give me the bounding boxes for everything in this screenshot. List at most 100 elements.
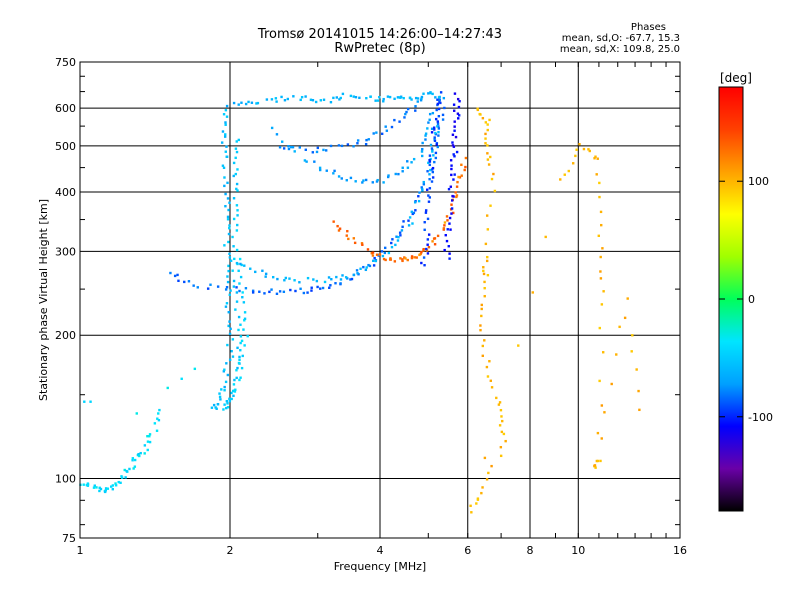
- echo-point: [596, 157, 599, 160]
- echo-point: [437, 96, 441, 99]
- echo-point: [420, 261, 423, 265]
- echo-point: [460, 163, 463, 167]
- echo-point: [312, 278, 315, 281]
- echo-point: [251, 289, 255, 293]
- echo-point: [420, 97, 423, 100]
- echo-point: [559, 178, 562, 181]
- echo-point: [322, 148, 325, 152]
- echo-point: [422, 183, 426, 186]
- echo-point: [637, 389, 640, 393]
- echo-point: [439, 91, 443, 94]
- echo-point: [372, 264, 376, 267]
- echo-point: [362, 265, 365, 269]
- echo-point: [600, 404, 604, 407]
- echo-point: [464, 156, 468, 160]
- echo-point: [384, 246, 387, 250]
- echo-point: [169, 271, 172, 275]
- echo-point: [575, 148, 578, 151]
- echo-point: [231, 389, 235, 393]
- echo-point: [146, 440, 150, 443]
- echo-point: [305, 160, 308, 163]
- echo-point: [367, 263, 370, 267]
- echo-point: [454, 191, 457, 194]
- echo-point: [226, 218, 230, 221]
- echo-point: [284, 276, 288, 280]
- echo-point: [235, 261, 239, 265]
- echo-point: [394, 243, 397, 247]
- echo-point: [388, 95, 392, 99]
- echo-point: [230, 397, 233, 401]
- echo-point: [353, 241, 357, 245]
- echo-point: [238, 355, 241, 359]
- echo-point: [341, 92, 345, 96]
- echo-point: [86, 484, 90, 487]
- echo-point: [407, 224, 411, 227]
- echo-point: [435, 143, 438, 146]
- echo-point: [599, 459, 602, 463]
- echo-point: [390, 125, 394, 129]
- echo-point: [231, 338, 235, 341]
- echo-point: [418, 191, 421, 194]
- echo-point: [430, 131, 434, 134]
- echo-point: [455, 194, 459, 197]
- echo-point: [241, 291, 244, 294]
- echo-point: [283, 279, 286, 282]
- echo-point: [517, 344, 520, 347]
- echo-point: [433, 237, 437, 240]
- echo-point: [419, 252, 422, 256]
- echo-point: [138, 454, 141, 458]
- echo-point: [602, 351, 605, 354]
- echo-point: [270, 98, 274, 101]
- echo-point: [455, 150, 459, 154]
- echo-point: [352, 145, 355, 148]
- echo-point: [234, 156, 237, 160]
- echo-point: [223, 403, 226, 406]
- echo-point: [433, 139, 437, 142]
- echo-point: [223, 135, 227, 138]
- echo-point: [630, 350, 633, 353]
- echo-point: [420, 186, 423, 189]
- echo-point: [427, 245, 431, 249]
- echo-point: [226, 215, 230, 219]
- echo-point: [485, 214, 489, 217]
- echo-point: [483, 294, 486, 298]
- echo-point: [483, 280, 486, 284]
- echo-point: [375, 131, 378, 134]
- echo-point: [433, 138, 436, 141]
- echo-point: [399, 234, 402, 237]
- echo-point: [228, 224, 231, 227]
- echo-point: [453, 120, 456, 123]
- echo-point: [428, 154, 432, 157]
- echo-point: [337, 175, 341, 178]
- echo-point: [428, 196, 432, 199]
- echo-point: [229, 259, 233, 262]
- echo-point: [588, 149, 591, 153]
- echo-point: [238, 378, 241, 382]
- echo-point: [226, 280, 230, 284]
- echo-point: [239, 335, 243, 338]
- echo-point: [378, 253, 382, 256]
- echo-point: [400, 229, 404, 232]
- echo-point: [375, 180, 379, 183]
- echo-point: [264, 272, 268, 276]
- echo-point: [401, 259, 404, 263]
- echo-point: [381, 254, 385, 258]
- echo-point: [227, 269, 230, 273]
- echo-point: [336, 224, 339, 228]
- echo-point: [457, 114, 461, 117]
- echo-point: [82, 483, 85, 486]
- echo-point: [196, 286, 199, 289]
- echo-point: [456, 97, 460, 101]
- echo-point: [596, 459, 600, 463]
- y-tick-label: 300: [55, 245, 76, 258]
- echo-point: [416, 100, 419, 103]
- echo-point: [263, 292, 266, 295]
- echo-point: [166, 386, 169, 390]
- echo-point: [376, 99, 380, 102]
- echo-point: [451, 144, 455, 147]
- echo-point: [481, 354, 484, 358]
- echo-point: [323, 280, 327, 284]
- echo-point: [236, 346, 239, 350]
- echo-point: [493, 189, 497, 193]
- echo-point: [398, 231, 402, 234]
